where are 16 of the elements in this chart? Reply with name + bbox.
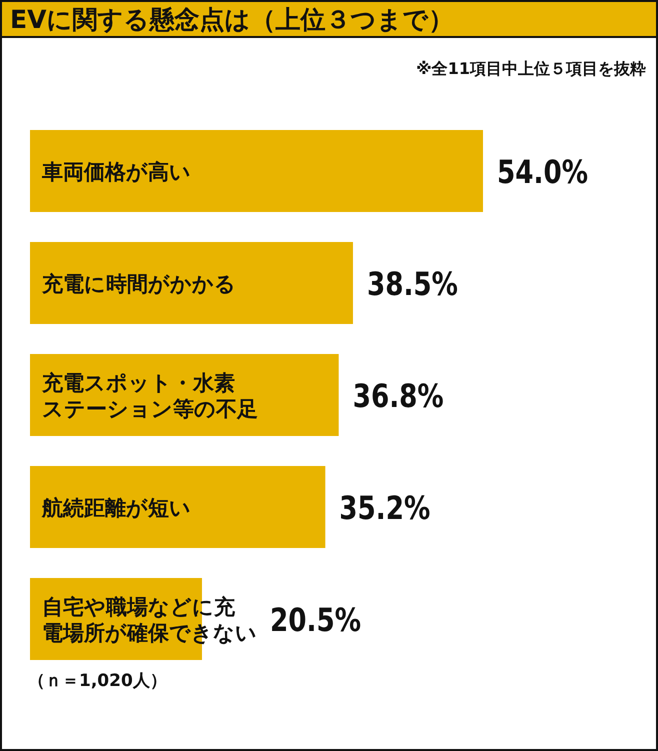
bar	[30, 242, 353, 324]
chart-title: EVに関する懸念点は（上位３つまで）	[10, 5, 454, 34]
y-tick-label: 充電スポット・水素ステーション等の不足	[41, 371, 258, 421]
data-label: 54.0%	[497, 153, 588, 191]
text: ※全11項目中上位５項目を抜粋	[416, 59, 646, 78]
data-label: 35.2%	[339, 489, 430, 527]
data-label: 38.5%	[366, 265, 458, 303]
bar	[30, 466, 326, 548]
bar	[30, 130, 483, 212]
y-tick-label: 充電に時間がかかる	[41, 272, 236, 296]
annotation: （ｎ＝1,020人）	[28, 671, 167, 691]
title: EVに関する懸念点は（上位３つまで）	[0, 0, 658, 38]
data-label: 20.5%	[270, 601, 362, 639]
y-tick-label: 車両価格が高い	[41, 160, 191, 184]
data-label: 36.8%	[352, 377, 444, 415]
y-tick-label: 航続距離が短い	[41, 496, 191, 520]
